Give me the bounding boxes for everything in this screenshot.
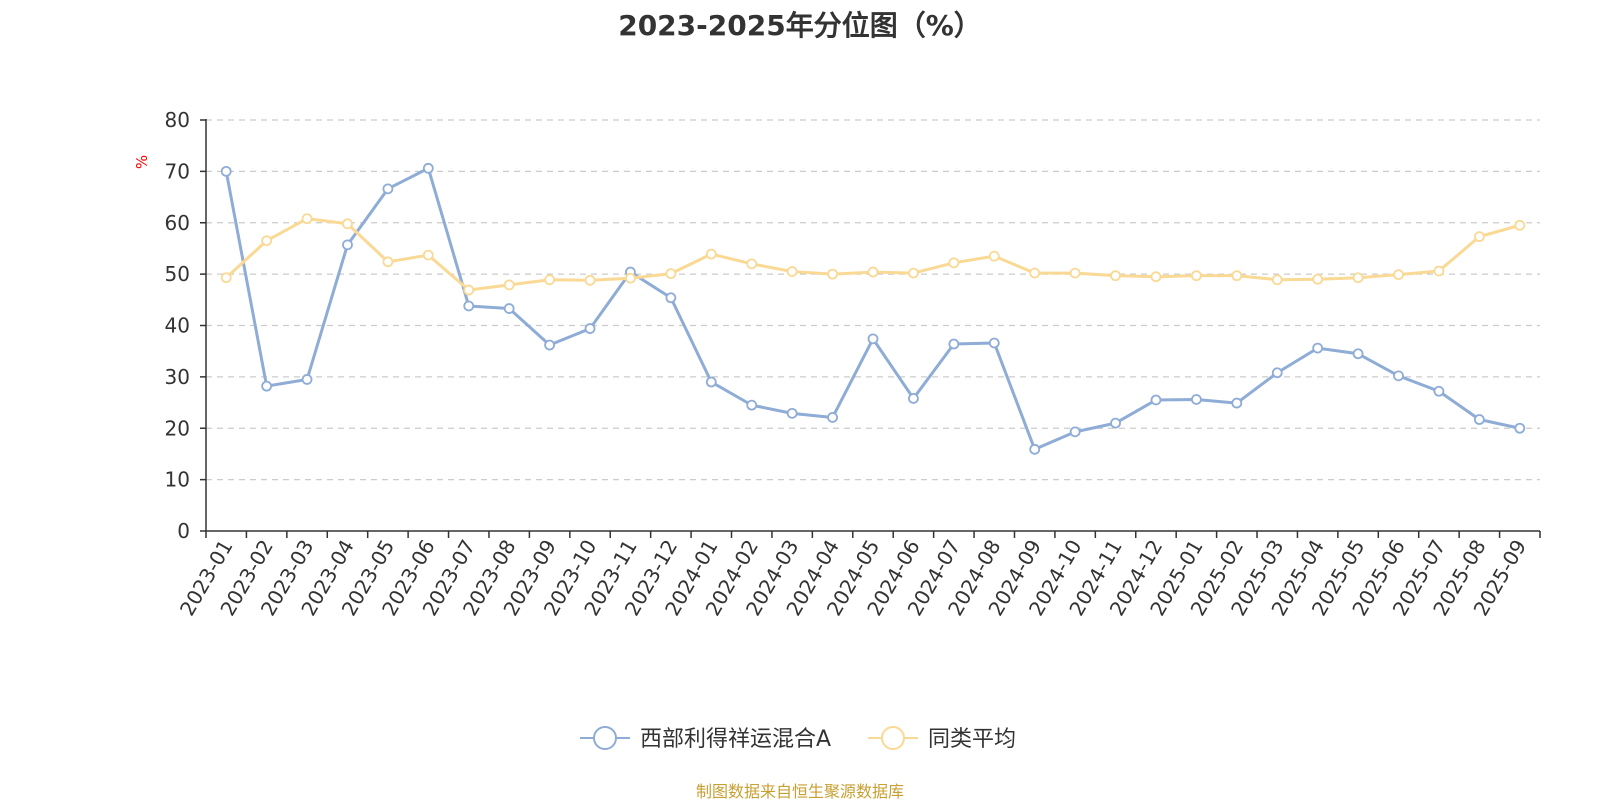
grid-lines xyxy=(206,119,1540,481)
y-tick-label: 60 xyxy=(165,211,190,235)
series-lines xyxy=(220,162,1526,455)
data-point xyxy=(220,272,232,284)
data-point xyxy=(1190,394,1202,405)
data-point xyxy=(342,239,353,251)
data-point xyxy=(1029,267,1041,279)
legend-label: 西部利得祥运混合A xyxy=(640,727,831,752)
data-point xyxy=(1029,443,1041,455)
data-point xyxy=(1393,370,1404,382)
data-point xyxy=(705,376,717,388)
data-point xyxy=(1514,219,1526,231)
data-point xyxy=(503,279,515,291)
data-point xyxy=(1110,270,1121,282)
legend-label: 同类平均 xyxy=(928,727,1016,752)
legend-marker xyxy=(593,726,617,750)
data-point xyxy=(261,235,273,247)
y-tick-label: 10 xyxy=(165,468,190,492)
data-point xyxy=(665,292,677,304)
data-point xyxy=(1473,414,1485,425)
legend: 西部利得祥运混合A 同类平均 xyxy=(580,726,1016,752)
data-point xyxy=(261,380,273,392)
data-point xyxy=(988,250,1000,262)
y-tick-label: 20 xyxy=(165,416,190,440)
data-point xyxy=(786,407,798,419)
data-point xyxy=(908,267,919,279)
source-note: 制图数据来自恒生聚源数据库 xyxy=(695,782,904,801)
data-point xyxy=(867,266,879,278)
y-tick-label: 0 xyxy=(177,519,190,543)
series-0 xyxy=(220,162,1526,455)
data-point xyxy=(1150,271,1162,283)
data-point xyxy=(503,303,515,314)
data-point xyxy=(1069,426,1081,438)
data-point xyxy=(422,249,434,261)
legend-marker xyxy=(881,726,905,750)
legend-entry-1: 同类平均 xyxy=(868,726,1016,752)
data-point xyxy=(544,339,556,351)
data-point xyxy=(1150,394,1162,406)
y-tick-label: 30 xyxy=(165,365,190,389)
data-point xyxy=(220,165,232,177)
chart-title: 2023-2025年分位图（%） xyxy=(618,9,982,42)
y-tick-label: 70 xyxy=(165,159,190,183)
data-point xyxy=(705,248,717,260)
data-point xyxy=(1514,422,1526,434)
data-point xyxy=(827,268,838,280)
legend-entry-0: 西部利得祥运混合A xyxy=(580,726,831,752)
data-point xyxy=(463,300,475,312)
data-point xyxy=(948,257,960,269)
y-axis-label: % xyxy=(133,155,151,169)
data-point xyxy=(746,258,758,270)
data-point xyxy=(1352,348,1364,360)
axes xyxy=(200,119,1541,538)
data-point xyxy=(827,412,838,423)
data-point xyxy=(1393,269,1404,281)
data-point xyxy=(1433,385,1445,397)
series-line xyxy=(225,217,1521,292)
data-point xyxy=(463,284,475,296)
y-tick-label: 50 xyxy=(165,262,190,286)
x-tick-labels: 2023-012023-022023-032023-042023-052023-… xyxy=(175,536,1531,620)
data-point xyxy=(584,274,596,286)
series-1 xyxy=(220,213,1526,296)
data-point xyxy=(1271,367,1283,379)
data-point xyxy=(746,399,758,411)
data-point xyxy=(786,266,798,277)
data-point xyxy=(1231,397,1243,409)
data-point xyxy=(1433,265,1445,277)
data-point xyxy=(1352,272,1364,284)
data-point xyxy=(544,274,556,286)
y-tick-label: 40 xyxy=(165,314,190,338)
data-point xyxy=(382,256,394,268)
data-point xyxy=(1190,270,1202,282)
data-point xyxy=(1271,274,1283,286)
data-point xyxy=(342,218,353,230)
data-point xyxy=(625,272,636,284)
y-tick-labels: 0 10 20 30 40 50 60 70 80 xyxy=(165,108,190,543)
data-point xyxy=(301,213,313,225)
series-line xyxy=(224,166,1521,451)
data-point xyxy=(1312,273,1324,285)
data-point xyxy=(1069,267,1081,279)
y-tick-label: 80 xyxy=(165,108,190,132)
data-point xyxy=(908,393,919,404)
data-point xyxy=(948,338,960,350)
data-point xyxy=(584,323,596,334)
data-point xyxy=(1110,417,1121,429)
data-point xyxy=(1473,231,1485,243)
data-point xyxy=(1312,342,1324,354)
data-point xyxy=(988,337,1000,349)
data-point xyxy=(301,374,313,385)
data-point xyxy=(382,183,394,195)
data-point xyxy=(867,333,879,345)
data-point xyxy=(1231,270,1243,282)
data-point xyxy=(665,268,677,280)
data-point xyxy=(422,162,434,174)
